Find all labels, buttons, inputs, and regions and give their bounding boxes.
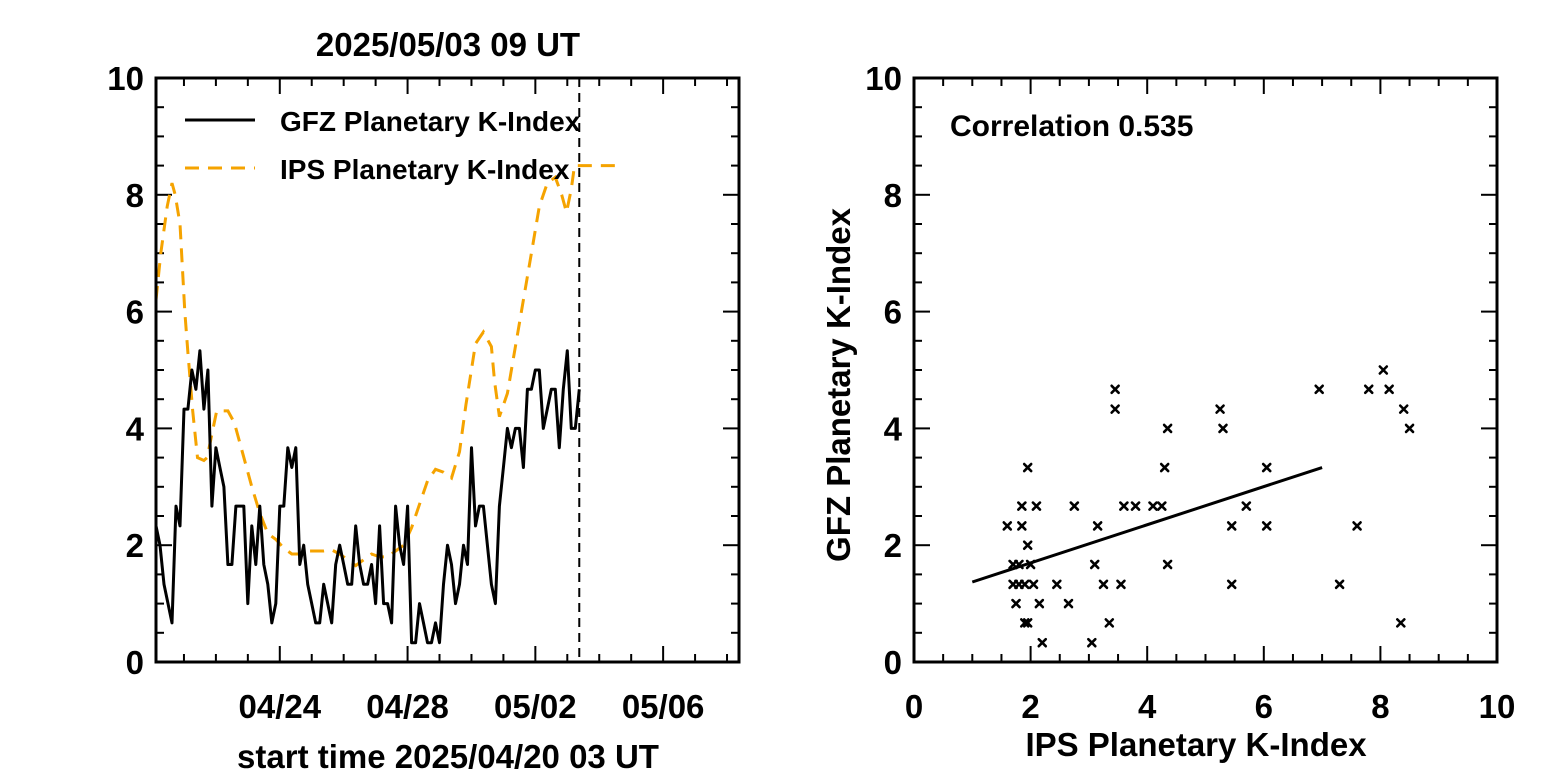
- scatter-point: [1314, 384, 1324, 395]
- y-tick-label: 0: [884, 644, 902, 681]
- scatter-point: [1019, 579, 1030, 590]
- scatter-point: [1119, 501, 1129, 511]
- scatter-point: [1022, 618, 1033, 628]
- scatter-point: [1052, 579, 1062, 590]
- timeseries-legend: GFZ Planetary K-Index IPS Planetary K-In…: [185, 106, 581, 185]
- y-tick-label: 2: [126, 527, 144, 564]
- scatter-point: [1069, 501, 1080, 511]
- scatter-point: [1226, 579, 1237, 590]
- x-tick-label: 4: [1138, 688, 1157, 725]
- scatter-point: [1063, 598, 1074, 609]
- scatter-point: [1162, 559, 1173, 570]
- scatter-point: [1031, 501, 1042, 511]
- y-tick-label: 4: [126, 410, 145, 447]
- y-tick-label: 6: [884, 294, 902, 331]
- legend-ips-label: IPS Planetary K-Index: [280, 154, 570, 185]
- scatter-point: [1037, 637, 1048, 648]
- scatter-point: [1226, 521, 1237, 531]
- legend-gfz-label: GFZ Planetary K-Index: [280, 106, 581, 137]
- scatter-point: [1261, 462, 1272, 473]
- scatter-point: [1159, 462, 1170, 473]
- scatter-point: [1148, 501, 1158, 511]
- x-tick-label: 05/02: [494, 688, 577, 725]
- scatter-point: [1011, 598, 1021, 609]
- scatter-points: [1002, 365, 1415, 648]
- scatter-chart: 0 2 4 6 8 10 0 2 4 6 8 10 Correlation 0.535 IPS Pl…: [820, 60, 1515, 763]
- scatter-point: [1352, 521, 1362, 531]
- x-tick-label: 10: [1479, 688, 1516, 725]
- scatter-point: [1130, 501, 1141, 511]
- scatter-point: [1384, 384, 1394, 395]
- x-tick-label: 04/28: [366, 688, 449, 725]
- timeseries-chart: 2025/05/03 09 UT 0 2 4 6 8 10 04/24 04/28 05/02…: [107, 26, 741, 775]
- scatter-point: [1398, 404, 1409, 414]
- scatter-point: [1017, 501, 1027, 511]
- timeseries-x-axis-label: start time 2025/04/20 03 UT: [237, 738, 659, 775]
- scatter-point: [1002, 521, 1013, 531]
- x-tick-label: 04/24: [238, 688, 321, 725]
- x-tick-label: 6: [1255, 688, 1273, 725]
- scatter-point: [1087, 637, 1097, 648]
- scatter-y-axis-label: GFZ Planetary K-Index: [820, 207, 857, 562]
- scatter-point: [1089, 559, 1100, 570]
- scatter-point: [1022, 462, 1033, 473]
- scatter-x-tick-labels: 0 2 4 6 8 10: [905, 688, 1516, 725]
- x-tick-label: 8: [1371, 688, 1389, 725]
- timeseries-x-tick-labels: 04/24 04/28 05/02 05/06: [238, 688, 704, 725]
- scatter-point: [1017, 521, 1027, 531]
- ips-kindex-line: [154, 164, 623, 568]
- scatter-point: [1092, 521, 1103, 531]
- timeseries-y-tick-labels: 0 2 4 6 8 10: [107, 60, 144, 681]
- x-tick-label: 0: [905, 688, 923, 725]
- scatter-y-tick-labels: 0 2 4 6 8 10: [865, 60, 902, 681]
- scatter-point: [1104, 618, 1115, 628]
- scatter-point: [1098, 579, 1109, 590]
- y-tick-label: 6: [126, 294, 144, 331]
- regression-fit-line: [971, 466, 1323, 584]
- scatter-point: [1215, 404, 1225, 414]
- scatter-point: [1110, 384, 1120, 395]
- scatter-point: [1028, 579, 1039, 590]
- scatter-point: [1378, 365, 1389, 375]
- y-tick-label: 10: [107, 60, 144, 97]
- scatter-point: [1110, 404, 1120, 414]
- timeseries-frame: [154, 76, 741, 664]
- correlation-annotation: Correlation 0.535: [950, 110, 1193, 143]
- scatter-frame: [912, 76, 1499, 664]
- scatter-point: [1334, 579, 1345, 590]
- y-tick-label: 2: [884, 527, 902, 564]
- timeseries-series: [154, 164, 623, 645]
- scatter-point: [1261, 521, 1272, 531]
- y-tick-label: 8: [126, 177, 144, 214]
- y-tick-label: 4: [884, 410, 903, 447]
- scatter-point: [1396, 618, 1406, 628]
- scatter-point: [1218, 423, 1228, 434]
- scatter-point: [1241, 501, 1252, 511]
- x-tick-label: 05/06: [622, 688, 705, 725]
- y-tick-label: 8: [884, 177, 902, 214]
- scatter-point: [1156, 501, 1167, 511]
- scatter-point: [1363, 384, 1374, 395]
- scatter-point: [1034, 598, 1045, 609]
- gfz-kindex-line: [154, 349, 581, 645]
- y-tick-label: 0: [126, 644, 144, 681]
- scatter-x-axis-label: IPS Planetary K-Index: [1025, 726, 1367, 763]
- scatter-point: [1116, 579, 1126, 590]
- scatter-point: [1022, 540, 1033, 550]
- scatter-point: [1404, 423, 1415, 434]
- y-tick-label: 10: [865, 60, 902, 97]
- scatter-ticks: [913, 77, 1498, 663]
- x-tick-label: 2: [1021, 688, 1039, 725]
- scatter-point: [1162, 423, 1173, 434]
- timeseries-title: 2025/05/03 09 UT: [316, 26, 580, 63]
